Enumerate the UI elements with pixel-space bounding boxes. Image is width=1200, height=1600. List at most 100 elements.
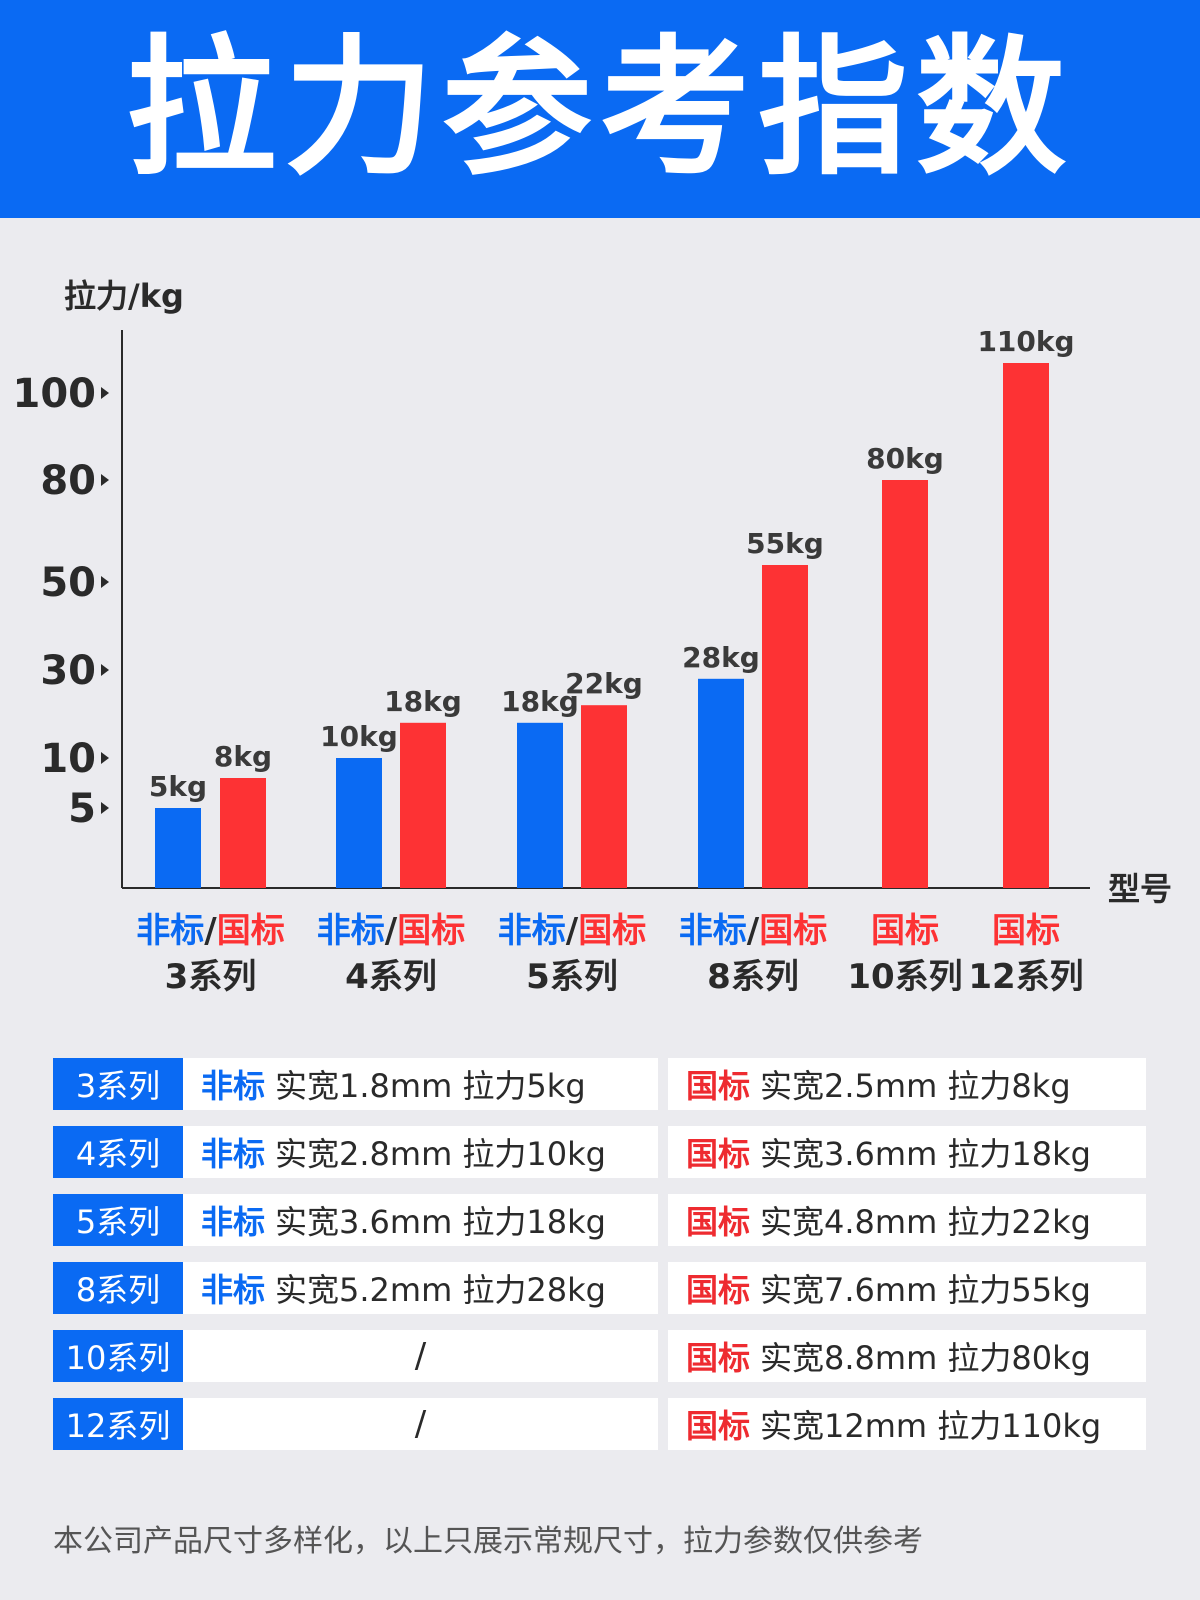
non-standard-spec-text: 实宽3.6mm 拉力18kg: [275, 1203, 606, 1241]
bar-value-label: 110kg: [977, 325, 1074, 358]
category-type-part: /: [566, 911, 579, 951]
non-standard-tag: 非标: [201, 1135, 266, 1173]
y-tick-label: 100: [13, 371, 97, 417]
bar-value-label: 80kg: [866, 442, 944, 475]
series-cell: 3系列: [53, 1058, 183, 1110]
category-series-label: 4系列: [345, 957, 437, 997]
spec-row: 3系列 非标 实宽1.8mm 拉力5kg 国标 实宽2.5mm 拉力8kg: [53, 1058, 1146, 1110]
category-type-part: 国标: [578, 911, 646, 951]
bar-value-label: 8kg: [214, 740, 272, 773]
category-type-part: 非标: [317, 911, 385, 951]
category-type-part: 国标: [871, 911, 939, 951]
category-type-part: 国标: [217, 911, 285, 951]
y-tick-label: 80: [40, 458, 96, 504]
bar-value-label: 18kg: [384, 685, 462, 718]
non-standard-spec-cell: 非标 实宽2.8mm 拉力10kg: [183, 1126, 658, 1178]
spec-row: 4系列 非标 实宽2.8mm 拉力10kg 国标 实宽3.6mm 拉力18kg: [53, 1126, 1146, 1178]
series-cell: 5系列: [53, 1194, 183, 1246]
category-type-label: 国标: [871, 911, 939, 951]
bar-national_standard: [581, 705, 627, 888]
spec-table: 3系列 非标 实宽1.8mm 拉力5kg 国标 实宽2.5mm 拉力8kg 4系列 非标 实宽…: [53, 1058, 1146, 1466]
bar-national_standard: [762, 565, 808, 888]
category-series-label: 8系列: [707, 957, 799, 997]
empty-spec-slash: /: [414, 1336, 427, 1376]
y-tick-marker: [101, 576, 109, 588]
category-type-part: 国标: [992, 911, 1060, 951]
category-type-part: 非标: [498, 911, 566, 951]
spec-row: 12系列 / 国标 实宽12mm 拉力110kg: [53, 1398, 1146, 1450]
bar-value-label: 22kg: [565, 667, 643, 700]
title-banner: 拉力参考指数: [0, 0, 1200, 218]
y-axis-label: 拉力/kg: [64, 277, 184, 315]
bar-national_standard: [882, 480, 928, 888]
national-standard-spec-text: 实宽7.6mm 拉力55kg: [760, 1271, 1091, 1309]
bar-value-label: 10kg: [320, 720, 398, 753]
y-tick-marker: [101, 802, 109, 814]
national-standard-spec-text: 实宽2.5mm 拉力8kg: [760, 1067, 1071, 1105]
national-standard-spec-cell: 国标 实宽7.6mm 拉力55kg: [668, 1262, 1146, 1314]
national-standard-spec-text: 实宽8.8mm 拉力80kg: [760, 1339, 1091, 1377]
y-tick-marker: [101, 474, 109, 486]
category-type-part: /: [385, 911, 398, 951]
category-series-label: 10系列: [847, 957, 962, 997]
national-standard-spec-text: 实宽12mm 拉力110kg: [760, 1407, 1102, 1445]
non-standard-spec-cell: 非标 实宽1.8mm 拉力5kg: [183, 1058, 658, 1110]
category-type-part: 国标: [759, 911, 827, 951]
bar-value-label: 5kg: [149, 770, 207, 803]
category-type-label: 非标/国标: [317, 911, 465, 951]
non-standard-spec-cell: /: [183, 1398, 658, 1450]
national-standard-tag: 国标: [686, 1067, 751, 1105]
category-series-label: 5系列: [526, 957, 618, 997]
spec-row: 10系列 / 国标 实宽8.8mm 拉力80kg: [53, 1330, 1146, 1382]
national-standard-tag: 国标: [686, 1339, 751, 1377]
category-type-label: 非标/国标: [498, 911, 646, 951]
national-standard-tag: 国标: [686, 1271, 751, 1309]
spec-row: 5系列 非标 实宽3.6mm 拉力18kg 国标 实宽4.8mm 拉力22kg: [53, 1194, 1146, 1246]
series-cell: 4系列: [53, 1126, 183, 1178]
national-standard-spec-cell: 国标 实宽3.6mm 拉力18kg: [668, 1126, 1146, 1178]
series-cell: 8系列: [53, 1262, 183, 1314]
non-standard-tag: 非标: [201, 1203, 266, 1241]
non-standard-spec-text: 实宽2.8mm 拉力10kg: [275, 1135, 606, 1173]
national-standard-spec-cell: 国标 实宽12mm 拉力110kg: [668, 1398, 1146, 1450]
category-type-part: /: [747, 911, 760, 951]
y-tick-label: 30: [40, 648, 96, 694]
category-type-label: 国标: [992, 911, 1060, 951]
non-standard-tag: 非标: [201, 1271, 266, 1309]
national-standard-spec-cell: 国标 实宽2.5mm 拉力8kg: [668, 1058, 1146, 1110]
national-standard-spec-text: 实宽3.6mm 拉力18kg: [760, 1135, 1091, 1173]
bar-non_standard: [698, 678, 744, 888]
national-standard-spec-cell: 国标 实宽8.8mm 拉力80kg: [668, 1330, 1146, 1382]
page-title: 拉力参考指数: [125, 22, 1074, 196]
non-standard-spec-cell: 非标 实宽3.6mm 拉力18kg: [183, 1194, 658, 1246]
bar-national_standard: [1003, 363, 1049, 888]
non-standard-spec-text: 实宽1.8mm 拉力5kg: [275, 1067, 586, 1105]
x-axis-label: 型号: [1108, 870, 1172, 908]
non-standard-tag: 非标: [201, 1067, 266, 1105]
bar-value-label: 18kg: [501, 685, 579, 718]
category-type-part: /: [204, 911, 217, 951]
y-tick-label: 50: [40, 560, 96, 606]
bar-non_standard: [336, 758, 382, 888]
non-standard-spec-text: 实宽5.2mm 拉力28kg: [275, 1271, 606, 1309]
bar-national_standard: [400, 722, 446, 888]
bar-value-label: 28kg: [682, 641, 760, 674]
national-standard-tag: 国标: [686, 1203, 751, 1241]
category-series-label: 12系列: [968, 957, 1083, 997]
category-type-label: 非标/国标: [136, 911, 284, 951]
empty-spec-slash: /: [414, 1404, 427, 1444]
y-tick-marker: [101, 387, 109, 399]
bar-national_standard: [220, 778, 266, 888]
national-standard-spec-cell: 国标 实宽4.8mm 拉力22kg: [668, 1194, 1146, 1246]
non-standard-spec-cell: 非标 实宽5.2mm 拉力28kg: [183, 1262, 658, 1314]
bar-non_standard: [155, 808, 201, 888]
footnote: 本公司产品尺寸多样化，以上只展示常规尺寸，拉力参数仅供参考: [53, 1524, 923, 1559]
category-type-part: 非标: [136, 911, 204, 951]
bar-non_standard: [517, 722, 563, 888]
national-standard-tag: 国标: [686, 1135, 751, 1173]
series-cell: 12系列: [53, 1398, 183, 1450]
y-tick-label: 5: [68, 786, 96, 832]
y-tick-marker: [101, 752, 109, 764]
y-tick-marker: [101, 664, 109, 676]
category-series-label: 3系列: [165, 957, 257, 997]
